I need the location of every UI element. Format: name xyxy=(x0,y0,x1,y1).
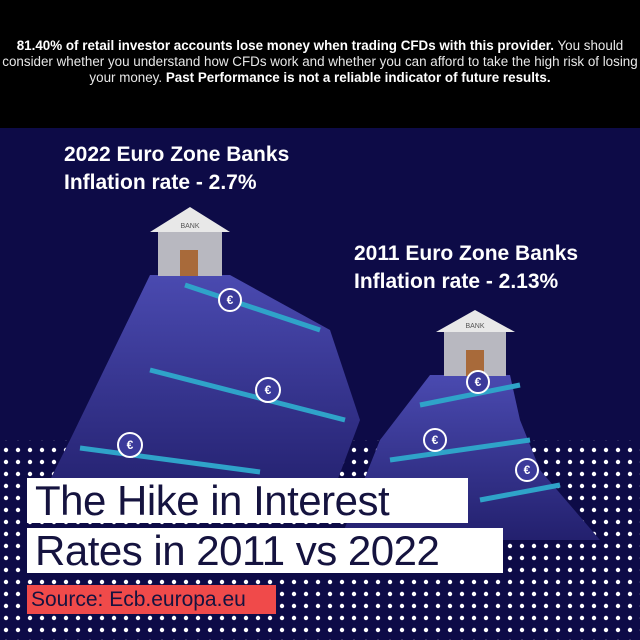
bank-2011-icon: BANK xyxy=(436,310,515,376)
label-2022-line2: Inflation rate - 2.7% xyxy=(64,171,257,194)
disclaimer-bold-1: 81.40% of retail investor accounts lose … xyxy=(16,38,554,53)
svg-text:€: € xyxy=(265,383,272,397)
label-2022-line1: 2022 Euro Zone Banks xyxy=(64,143,290,166)
bank-sign: BANK xyxy=(465,323,484,330)
svg-text:€: € xyxy=(524,463,531,477)
source-credit: Source: Ecb.europa.eu xyxy=(27,585,276,614)
label-2011-line1: 2011 Euro Zone Banks xyxy=(354,242,579,265)
risk-disclaimer: 81.40% of retail investor accounts lose … xyxy=(0,0,640,128)
bank-2022-icon: BANK xyxy=(150,207,230,276)
mountain-stripes xyxy=(79,282,561,503)
label-2011: 2011 Euro Zone Banks Inflation rate - 2.… xyxy=(354,240,578,296)
euro-symbol-icons: € € € € € € xyxy=(127,293,531,477)
bank-sign: BANK xyxy=(180,223,199,230)
label-2011-line2: Inflation rate - 2.13% xyxy=(354,270,559,293)
label-2022: 2022 Euro Zone Banks Inflation rate - 2.… xyxy=(64,141,289,197)
euro-coin-icons xyxy=(117,288,539,482)
svg-text:€: € xyxy=(432,433,439,447)
title-line-1: The Hike in Interest xyxy=(27,478,468,523)
disclaimer-text: You should consider whether you understa… xyxy=(2,38,638,85)
title-line-2: Rates in 2011 vs 2022 xyxy=(27,528,503,573)
svg-text:€: € xyxy=(227,293,234,307)
disclaimer-bold-2: Past Performance is not a reliable indic… xyxy=(165,70,551,85)
svg-text:€: € xyxy=(127,438,134,452)
svg-text:€: € xyxy=(475,375,482,389)
